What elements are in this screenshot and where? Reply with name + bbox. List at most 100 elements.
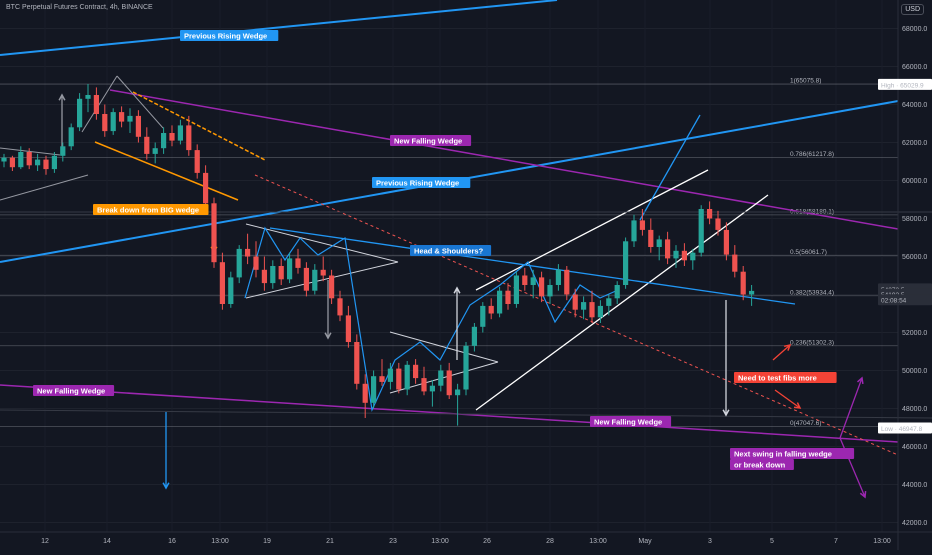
fib-retracement: 1(65075.8)0.786(61217.8)0.618(58189.1)0.… — [0, 78, 898, 427]
candle-body — [379, 376, 385, 382]
candle-body — [387, 368, 393, 382]
time-tick-label: 5 — [770, 538, 774, 545]
candle-body — [152, 148, 158, 154]
candle-body — [471, 326, 477, 346]
candle-body — [732, 254, 738, 272]
candle-body — [26, 152, 32, 166]
candle-body — [1, 157, 7, 162]
fib-level-label: 0.5(56061.7) — [790, 249, 827, 256]
price-tag-text: High · 65029.9 — [881, 82, 924, 89]
time-tick-label: 13:00 — [589, 538, 607, 545]
candle-body — [597, 305, 603, 318]
candle-body — [51, 155, 57, 170]
candle-body — [77, 98, 83, 128]
price-tag — [878, 78, 932, 90]
fib-level-label: 0(47047.6) — [790, 420, 821, 427]
candle-body — [581, 302, 587, 310]
annotation-text: New Falling Wedge — [594, 418, 662, 427]
candle-body — [413, 364, 419, 379]
candle-body — [564, 269, 570, 295]
fib-level-label: 1(65075.8) — [790, 78, 821, 85]
price-tick-label: 44000.0 — [902, 482, 927, 489]
candle-body — [665, 239, 671, 259]
time-axis: 12 14 16 13:00 19 21 23 13:00 26 28 13:00 May 3 5 7 13:… — [0, 531, 932, 545]
time-tick-label: 28 — [546, 538, 554, 545]
time-tick-label: 7 — [834, 538, 838, 545]
candle-body — [631, 220, 637, 242]
candle-body — [589, 302, 595, 318]
candle-body — [278, 266, 284, 280]
candle-body — [295, 258, 301, 268]
price-tags: High · 65029.954272.554192.502:08:54Low … — [878, 78, 932, 434]
time-tick-label: 13:00 — [873, 538, 891, 545]
candle-body — [530, 277, 536, 285]
annotation-text: Break down from BIG wedge — [97, 206, 199, 215]
annotation-text: Previous Rising Wedge — [376, 179, 459, 188]
price-tick-label: 52000.0 — [902, 330, 927, 337]
annotation-text: Head & Shoulders? — [414, 247, 484, 256]
price-tick-label: 48000.0 — [902, 406, 927, 413]
candle-body — [270, 266, 276, 284]
grey-down-arrow-head — [324, 332, 332, 340]
candle-body — [9, 157, 15, 168]
candle-body — [303, 267, 309, 291]
price-axis: 42000.0 44000.0 46000.0 48000.0 50000.0 52000… — [897, 0, 927, 550]
blue-breakout-line — [639, 114, 701, 221]
candle-body — [656, 239, 662, 247]
candle-body — [404, 364, 410, 390]
candle-body — [320, 269, 326, 276]
candle-body — [35, 159, 41, 166]
candle-body — [429, 385, 435, 392]
candle-body — [707, 209, 713, 219]
price-tag-text: Low · 46947.8 — [881, 426, 923, 433]
candle-body — [513, 275, 519, 304]
annotation-text: Next swing in falling wedge — [734, 450, 832, 459]
candle-body — [681, 250, 687, 261]
price-tick-label: 58000.0 — [902, 216, 927, 223]
falling-wedge-upper — [109, 89, 899, 230]
candle-body — [354, 342, 360, 384]
annotation-box — [730, 459, 794, 470]
time-tick-label: 21 — [326, 538, 334, 545]
candle-body — [345, 315, 351, 342]
time-tick-label: 19 — [263, 538, 271, 545]
candle-body — [177, 125, 183, 141]
zigzag-pattern — [244, 226, 619, 413]
red-down-arrow-head — [793, 402, 802, 409]
time-tick-label: 14 — [103, 538, 111, 545]
candle-body — [169, 133, 175, 141]
candle-body — [245, 248, 251, 257]
price-tick-label: 50000.0 — [902, 368, 927, 375]
candle-body — [93, 95, 99, 114]
candle-body — [555, 269, 561, 285]
red-up-arrow — [772, 344, 791, 361]
annotation-box — [93, 204, 209, 215]
red-down-arrow — [774, 389, 801, 409]
candle-body — [606, 298, 612, 306]
candle-body — [639, 220, 645, 230]
projection-line — [254, 174, 899, 456]
annotation-box — [33, 385, 115, 396]
price-tick-label: 42000.0 — [902, 520, 927, 527]
time-tick-label: 3 — [708, 538, 712, 545]
annotation-box — [410, 245, 492, 256]
candle-body — [211, 203, 217, 263]
time-tick-label: 13:00 — [211, 538, 229, 545]
candle-body — [421, 378, 427, 392]
candle-body — [572, 294, 578, 310]
triangle-line — [245, 223, 399, 263]
annotation-labels: Previous Rising Wedge New Falling Wedge Pr… — [33, 30, 855, 470]
annotation-text: New Falling Wedge — [394, 137, 462, 146]
price-tag — [878, 422, 932, 434]
candle-body — [119, 112, 125, 122]
currency-button[interactable]: USD — [901, 4, 924, 15]
triangle-line — [245, 261, 399, 299]
candle-body — [203, 172, 209, 204]
candle-body — [614, 285, 620, 299]
candle-body — [127, 115, 133, 122]
price-tick-label: 46000.0 — [902, 444, 927, 451]
candle-body — [261, 269, 267, 284]
chart-title: BTC Perpetual Futures Contract, 4h, BINA… — [6, 4, 153, 11]
